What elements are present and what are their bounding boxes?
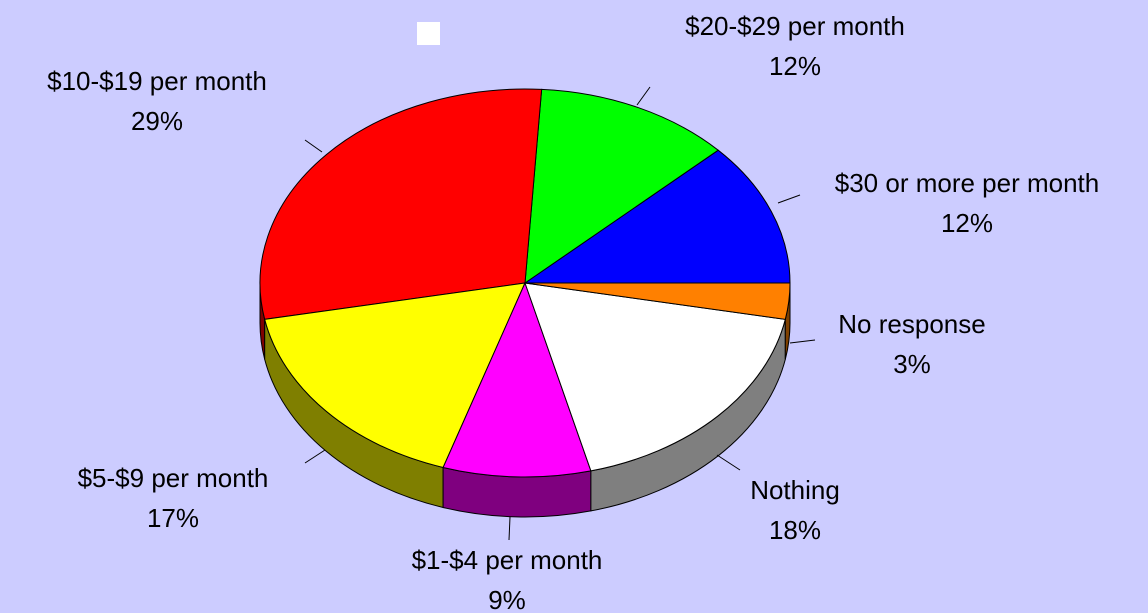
leader-line [304,139,323,153]
slice-label: Nothing [750,475,840,505]
leader-line [636,86,651,106]
slice-label: $10-$19 per month [47,66,267,96]
slice-label: $20-$29 per month [685,11,905,41]
leader-line [716,454,741,471]
slice-label: No response [838,309,985,339]
value-label: 9% [488,585,526,613]
slice-label: $1-$4 per month [412,545,603,575]
value-label: 17% [147,503,199,533]
value-label: 12% [941,208,993,238]
slice [523,149,791,284]
slice [524,282,791,320]
value-label: 3% [893,349,931,379]
leader-line [508,516,511,541]
slice [442,281,592,478]
slice [524,88,720,285]
slice-label: $5-$9 per month [78,463,269,493]
slice [524,282,786,472]
value-label: 18% [769,515,821,545]
value-label: 12% [769,51,821,81]
slice [259,88,543,320]
leader-line [304,449,326,464]
leader-line [777,194,801,204]
value-label: 29% [131,106,183,136]
leader-line [789,339,816,344]
legend-marker [417,22,440,45]
slice-label: $30 or more per month [835,168,1099,198]
slice [264,282,526,469]
